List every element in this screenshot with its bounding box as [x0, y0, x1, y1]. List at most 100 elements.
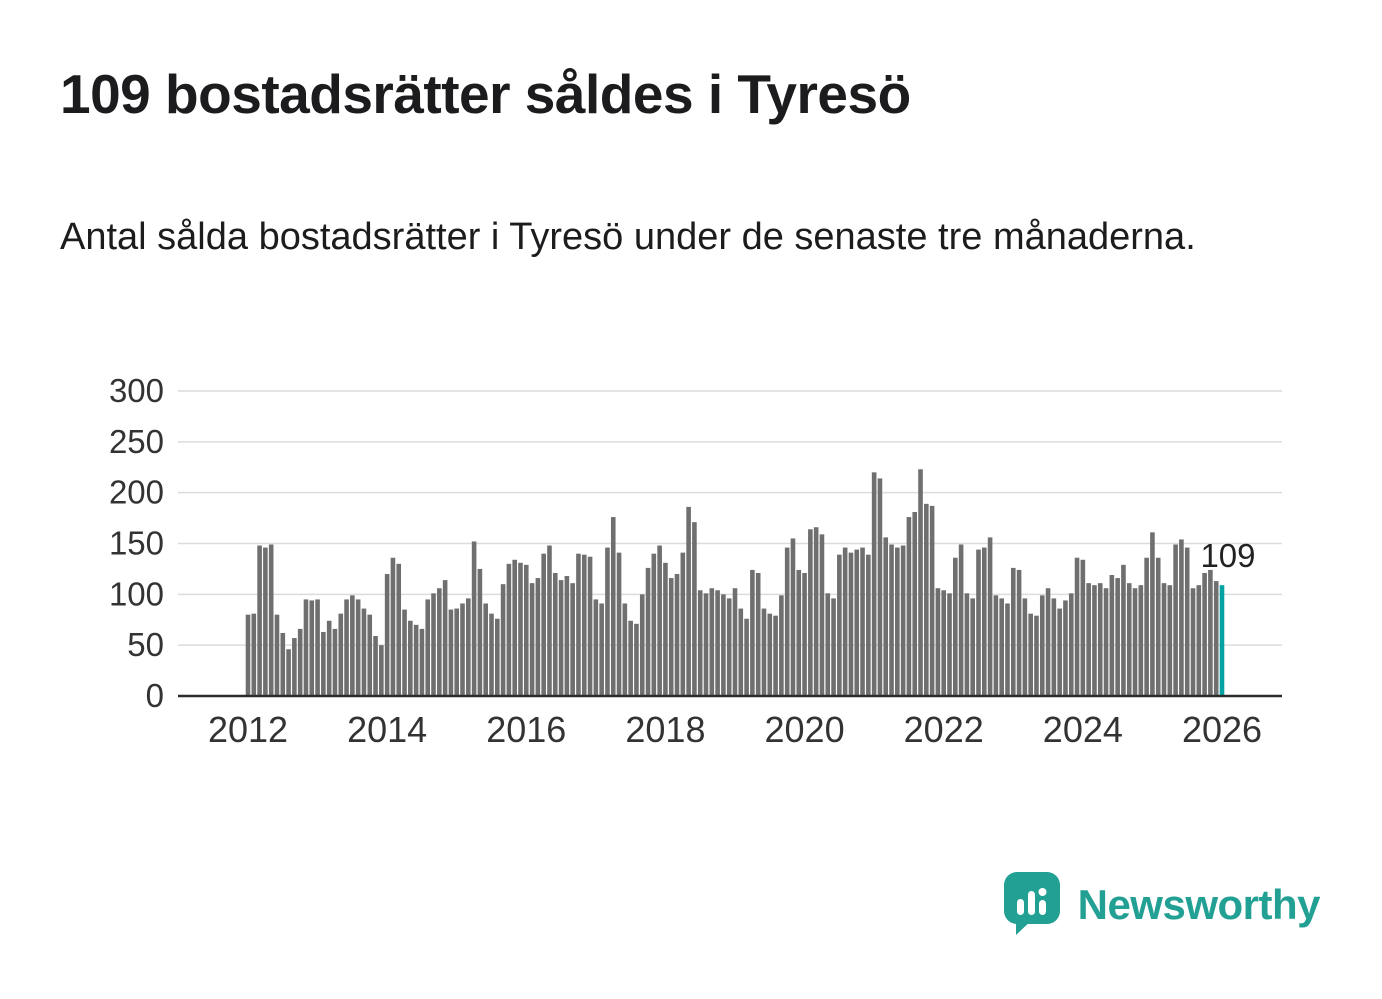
bar — [379, 645, 384, 696]
y-tick-label: 200 — [109, 474, 164, 511]
bar — [587, 556, 593, 696]
bar — [860, 547, 865, 696]
bar — [779, 595, 784, 696]
bar — [668, 578, 674, 696]
bar — [396, 563, 402, 696]
bar — [784, 547, 790, 696]
bar — [292, 638, 297, 696]
bar — [251, 613, 257, 696]
bar — [413, 624, 419, 696]
bar — [303, 599, 309, 696]
bar — [755, 572, 761, 696]
x-tick-label: 2022 — [904, 709, 984, 750]
bar — [297, 628, 303, 696]
bar — [639, 594, 645, 696]
bar — [1063, 600, 1068, 696]
bar — [750, 569, 755, 696]
bar — [460, 603, 465, 696]
bar — [941, 590, 947, 696]
bar — [373, 636, 378, 696]
bar — [355, 599, 361, 696]
bar — [466, 598, 471, 696]
bar — [703, 593, 709, 696]
bar — [761, 608, 767, 696]
bar — [570, 583, 575, 696]
bar — [518, 562, 523, 696]
x-tick-label: 2026 — [1182, 709, 1262, 750]
bar — [645, 567, 651, 696]
bar — [332, 628, 338, 696]
bar — [361, 608, 367, 696]
bar — [1126, 583, 1132, 696]
x-tick-label: 2016 — [486, 709, 566, 750]
bar — [981, 547, 987, 696]
bar — [947, 593, 952, 696]
branding: Newsworthy — [1003, 872, 1321, 938]
bar — [1022, 598, 1028, 696]
bar — [848, 552, 854, 696]
bar — [326, 620, 332, 696]
bar — [993, 595, 999, 696]
bar — [280, 632, 286, 696]
bar — [767, 613, 773, 696]
bar — [448, 609, 454, 696]
x-tick-label: 2024 — [1043, 709, 1123, 750]
bar — [680, 552, 686, 696]
bar — [1080, 559, 1086, 696]
bar — [523, 564, 529, 696]
bar — [454, 608, 460, 696]
bar — [854, 549, 860, 696]
y-tick-label: 0 — [146, 677, 164, 714]
bar — [506, 563, 512, 696]
bar — [1150, 532, 1155, 696]
bar — [715, 590, 720, 696]
bar — [657, 545, 662, 696]
bar — [889, 544, 894, 696]
bar — [529, 583, 535, 696]
bar — [634, 623, 639, 696]
bar — [344, 599, 349, 696]
bar — [837, 554, 842, 696]
bar — [958, 544, 964, 696]
bar — [263, 547, 268, 696]
y-tick-label: 250 — [109, 423, 164, 460]
bar — [309, 600, 315, 696]
bar — [1138, 585, 1144, 696]
bar — [321, 631, 326, 696]
bar — [350, 595, 355, 696]
newsworthy-logo-icon — [1003, 872, 1060, 935]
bar — [796, 569, 802, 696]
bar — [918, 469, 923, 696]
bar — [431, 593, 436, 696]
bar — [999, 598, 1004, 696]
bar — [871, 472, 877, 696]
x-tick-label: 2018 — [625, 709, 705, 750]
bar — [408, 620, 413, 696]
x-tick-label: 2012 — [208, 709, 288, 750]
bar — [1103, 588, 1109, 696]
bar — [1213, 581, 1219, 696]
bar — [257, 545, 262, 696]
bar — [1005, 603, 1010, 696]
bar — [1074, 557, 1080, 696]
bar — [726, 598, 732, 696]
bar — [1097, 583, 1103, 696]
bar — [1115, 578, 1120, 696]
bar — [581, 554, 587, 696]
bar — [402, 609, 407, 696]
bar — [935, 588, 941, 696]
bar — [813, 527, 819, 696]
bar — [483, 603, 488, 696]
bar — [663, 562, 668, 696]
page-title: 109 bostadsrätter såldes i Tyresö — [60, 63, 911, 125]
bar — [384, 574, 390, 696]
bar — [819, 534, 825, 696]
bar — [924, 503, 929, 696]
bar — [1028, 613, 1033, 696]
bar — [744, 618, 749, 696]
bar — [1045, 588, 1051, 696]
bar — [274, 614, 280, 696]
bar — [692, 522, 697, 696]
bar — [535, 578, 541, 696]
bar — [628, 620, 633, 696]
